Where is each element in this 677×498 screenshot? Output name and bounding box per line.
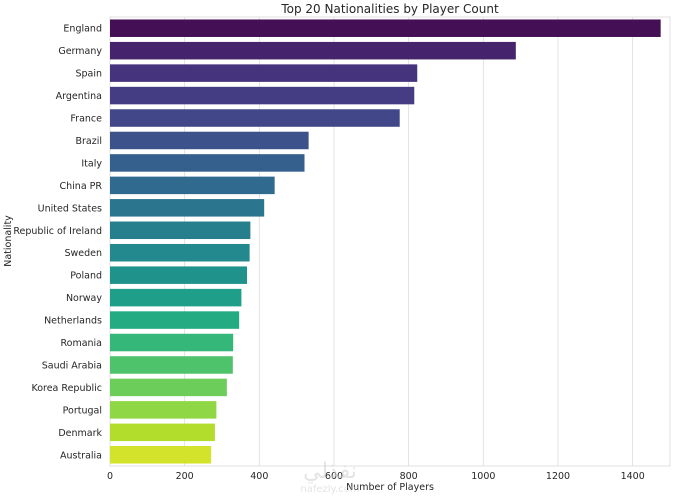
category-label-united-states: United States: [38, 203, 102, 214]
category-label-romania: Romania: [60, 338, 102, 349]
bar-brazil: [110, 131, 309, 150]
bar-romania: [110, 333, 234, 352]
category-label-sweden: Sweden: [64, 248, 102, 259]
category-label-england: England: [63, 24, 102, 35]
category-label-korea-republic: Korea Republic: [31, 383, 102, 394]
watermark-latin: nafezly.com: [300, 484, 359, 495]
bar-sweden: [110, 243, 250, 262]
category-label-italy: Italy: [81, 158, 102, 169]
x-tick-label-200: 200: [176, 471, 194, 482]
bars: [110, 19, 661, 464]
category-label-france: France: [70, 114, 102, 125]
bar-poland: [110, 266, 248, 284]
category-label-australia: Australia: [60, 450, 102, 461]
plot-area: [109, 16, 671, 467]
x-tick-label-0: 0: [107, 471, 113, 482]
x-tick-labels: 0 200 400 600 800 1000 1200 1400: [107, 471, 645, 482]
bar-italy: [110, 154, 305, 172]
bar-china-pr: [110, 176, 275, 195]
watermark: نفذلي nafezly.com: [300, 459, 359, 495]
bar-netherlands: [110, 311, 240, 329]
x-tick-label-400: 400: [250, 471, 268, 482]
bar-england: [110, 19, 661, 37]
category-label-argentina: Argentina: [56, 91, 102, 102]
bar-denmark: [110, 423, 215, 442]
bar-argentina: [110, 86, 415, 105]
category-label-republic-of-ireland: Republic of Ireland: [13, 226, 102, 237]
x-tick-label-1400: 1400: [621, 471, 645, 482]
bar-united-states: [110, 199, 265, 217]
category-label-poland: Poland: [70, 271, 102, 282]
category-labels: England Germany Spain Argentina France Brazil…: [13, 24, 102, 462]
bar-saudi-arabia: [110, 356, 233, 374]
bar-portugal: [110, 401, 217, 419]
x-tick-label-800: 800: [400, 471, 418, 482]
bar-korea-republic: [110, 378, 227, 397]
chart-title: Top 20 Nationalities by Player Count: [280, 2, 499, 16]
category-label-denmark: Denmark: [58, 428, 102, 439]
bar-spain: [110, 64, 418, 82]
category-label-china-pr: China PR: [60, 181, 103, 192]
bar-australia: [110, 446, 212, 464]
x-tick-label-1000: 1000: [471, 471, 495, 482]
x-axis-label: Number of Players: [346, 482, 434, 493]
category-label-saudi-arabia: Saudi Arabia: [42, 360, 102, 371]
x-tick-label-600: 600: [325, 471, 343, 482]
category-label-norway: Norway: [66, 293, 102, 304]
watermark-arabic: نفذلي: [303, 459, 357, 484]
x-tick-label-1200: 1200: [546, 471, 570, 482]
bar-germany: [110, 41, 516, 60]
category-label-spain: Spain: [75, 69, 102, 80]
category-label-brazil: Brazil: [75, 136, 102, 147]
bar-republic-of-ireland: [110, 221, 251, 240]
category-label-germany: Germany: [58, 46, 102, 57]
y-axis-label: Nationality: [3, 215, 14, 267]
bar-france: [110, 109, 400, 127]
bar-norway: [110, 288, 242, 307]
category-label-netherlands: Netherlands: [44, 316, 102, 327]
category-label-portugal: Portugal: [63, 405, 102, 416]
